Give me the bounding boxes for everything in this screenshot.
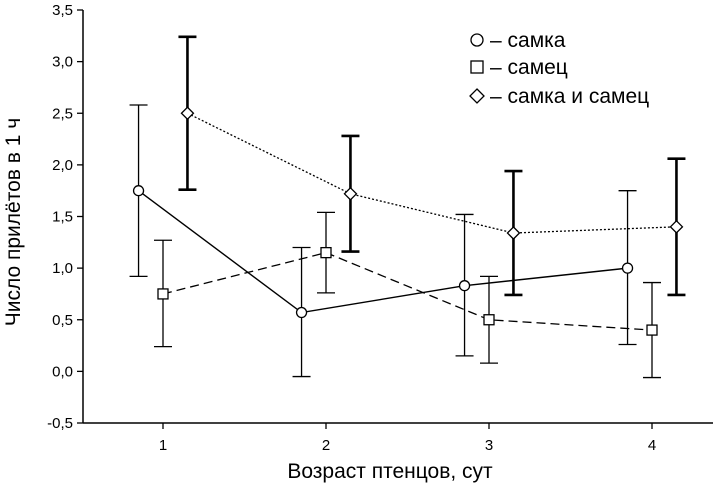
data-point-circle: [621, 262, 634, 274]
legend-item-both: – самка и самец: [469, 85, 649, 108]
data-point-circle: [458, 280, 471, 292]
data-point-diamond: [343, 186, 358, 201]
x-tick-label: 1: [159, 437, 167, 454]
data-point-square: [483, 314, 495, 326]
x-tick-label: 4: [648, 437, 656, 454]
legend-label-both: – самка и самец: [490, 85, 649, 108]
series-female: [129, 104, 637, 378]
series-line: [138, 190, 628, 314]
y-ticks: -0,5 0,0 0,5 1,0 1,5 2,0 2,5 3,0 3,5: [47, 2, 83, 432]
series-line: [187, 112, 677, 234]
data-point-square: [157, 288, 169, 300]
y-tick-label: 0,0: [52, 363, 73, 380]
y-tick-label: 2,5: [52, 105, 73, 122]
y-tick-label: 1,0: [52, 260, 73, 277]
y-tick-label: 3,5: [52, 2, 73, 19]
legend-diamond-marker: [469, 88, 485, 104]
y-tick-label: -0,5: [47, 415, 73, 432]
x-tick-label: 3: [485, 437, 493, 454]
legend-label-female: – самка: [490, 29, 566, 52]
plot-area: [82, 10, 713, 424]
y-tick-label: 0,5: [52, 312, 73, 329]
y-tick-label: 3,0: [52, 54, 73, 71]
data-point-diamond: [180, 106, 195, 121]
data-point-square: [646, 324, 658, 336]
legend-label-male: – самец: [490, 56, 568, 79]
x-ticks: 1 2 3 4: [159, 423, 656, 454]
series-both: [178, 35, 686, 297]
data-point-circle: [295, 306, 308, 319]
y-tick-label: 1,5: [52, 209, 73, 226]
data-point-square: [320, 246, 332, 259]
legend-circle-marker: [470, 33, 484, 47]
series-male: [154, 211, 661, 379]
data-point-diamond: [669, 219, 684, 234]
x-tick-label: 2: [322, 437, 330, 454]
legend-item-female: – самка: [470, 29, 566, 52]
x-axis-title: Возраст птенцов, сут: [287, 460, 493, 483]
data-point-diamond: [506, 226, 521, 240]
data-point-circle: [132, 185, 145, 197]
y-tick-label: 2,0: [52, 157, 73, 174]
legend: – самка – самец – самка и самец: [469, 29, 649, 108]
legend-square-marker: [470, 60, 484, 74]
series-line: [162, 251, 653, 331]
legend-item-male: – самец: [470, 56, 568, 79]
series-layer: [129, 35, 686, 379]
y-axis-title: Число прилётов в 1 ч: [2, 118, 25, 326]
